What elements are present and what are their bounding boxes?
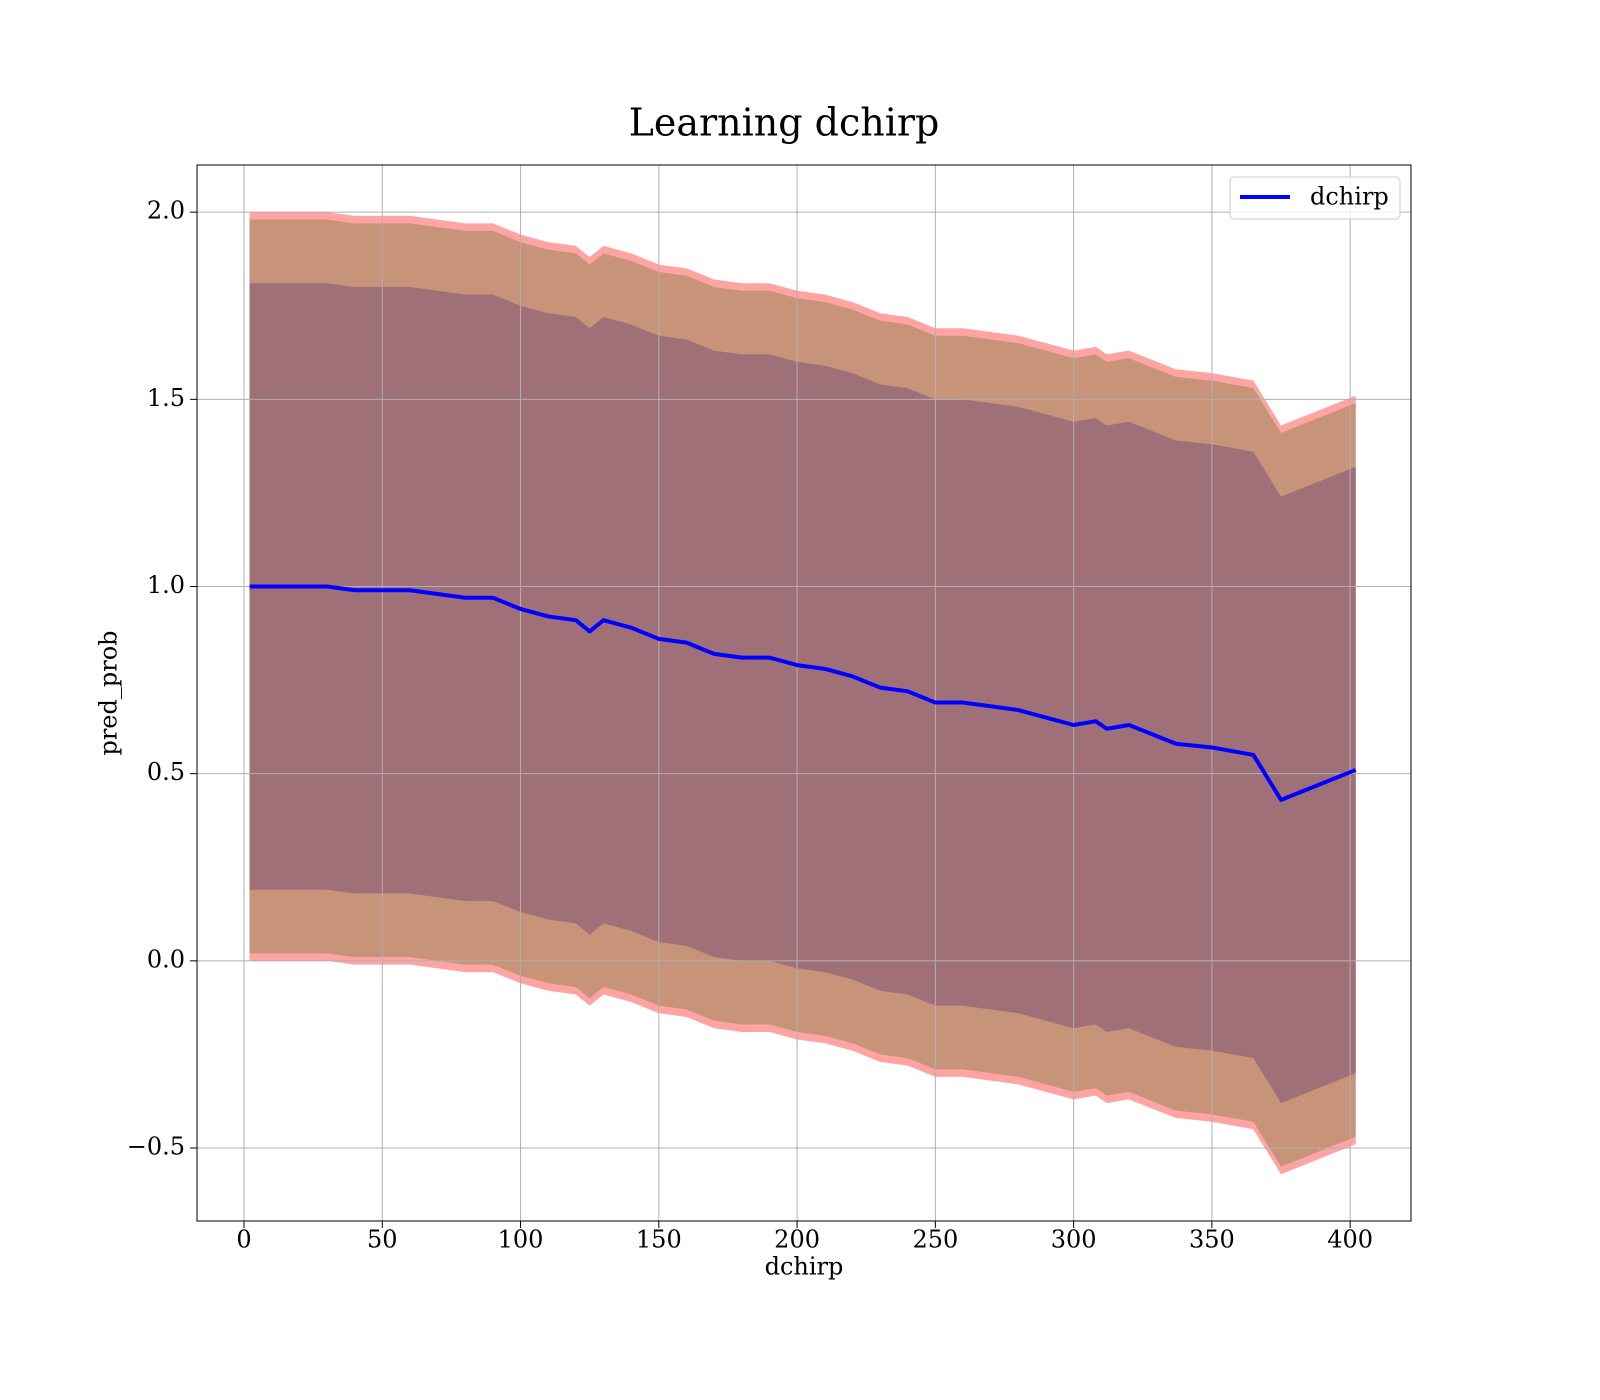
y-axis-label: pred_prob xyxy=(95,630,123,755)
x-tick-label: 200 xyxy=(774,1226,820,1254)
y-tick-label: −0.5 xyxy=(127,1133,185,1161)
x-tick-label: 100 xyxy=(498,1226,544,1254)
x-tick-label: 250 xyxy=(912,1226,958,1254)
band xyxy=(249,283,1356,1104)
x-tick-label: 300 xyxy=(1051,1226,1097,1254)
legend-box xyxy=(1229,176,1401,220)
plot-frame xyxy=(196,164,1412,1222)
x-tick-label: 350 xyxy=(1189,1226,1235,1254)
y-tick-label: 2.0 xyxy=(147,197,185,225)
x-tick-label: 150 xyxy=(636,1226,682,1254)
legend-label: dchirp xyxy=(1310,183,1389,211)
x-tick-label: 400 xyxy=(1327,1226,1373,1254)
y-tick-label: 1.0 xyxy=(147,571,185,599)
y-tick-label: 0.5 xyxy=(147,758,185,786)
line xyxy=(249,584,1357,802)
y-tick-label: 0.0 xyxy=(147,945,185,973)
chart-title: Learning dchirp xyxy=(629,101,940,145)
x-axis-label: dchirp xyxy=(765,1253,844,1281)
x-tick-label: 0 xyxy=(236,1226,251,1254)
y-tick-label: 1.5 xyxy=(147,384,185,412)
x-tick-label: 50 xyxy=(367,1226,398,1254)
